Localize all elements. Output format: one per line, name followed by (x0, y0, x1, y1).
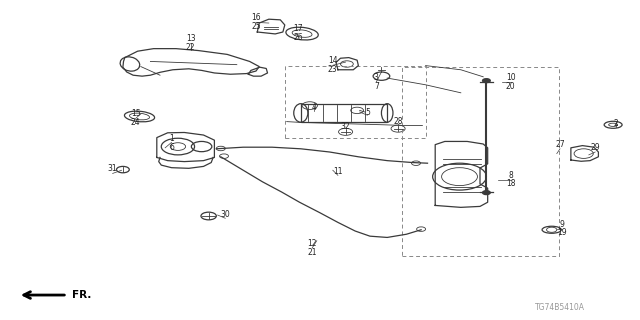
Text: 30: 30 (220, 210, 230, 219)
Text: 5: 5 (365, 108, 370, 117)
Text: TG74B5410A: TG74B5410A (535, 303, 585, 312)
Text: 22: 22 (186, 43, 195, 52)
Text: 24: 24 (131, 118, 141, 127)
Text: 32: 32 (340, 122, 351, 131)
Text: 3: 3 (374, 73, 379, 82)
Text: 27: 27 (555, 140, 565, 149)
Bar (301, 104, 387, 122)
Text: 14: 14 (328, 56, 338, 65)
Text: 15: 15 (131, 109, 141, 118)
Text: 11: 11 (333, 167, 342, 176)
Text: 31: 31 (108, 164, 118, 173)
Text: 25: 25 (251, 22, 261, 31)
Text: 19: 19 (557, 228, 567, 237)
Text: 20: 20 (506, 82, 516, 91)
Text: 10: 10 (506, 73, 516, 82)
Text: 1: 1 (169, 134, 174, 143)
Text: 13: 13 (186, 34, 196, 43)
Text: 8: 8 (508, 171, 513, 180)
Bar (402, 67, 559, 256)
Text: 9: 9 (559, 220, 564, 229)
Bar (285, 66, 426, 138)
Text: 21: 21 (308, 248, 317, 257)
Text: 29: 29 (590, 143, 600, 152)
Text: FR.: FR. (72, 290, 91, 300)
Text: 2: 2 (613, 119, 618, 128)
Text: 7: 7 (374, 82, 379, 91)
Text: 18: 18 (506, 180, 515, 188)
Text: 6: 6 (169, 143, 174, 152)
Text: 4: 4 (311, 103, 316, 112)
Circle shape (483, 191, 490, 195)
Circle shape (483, 79, 490, 83)
Text: 17: 17 (293, 24, 303, 33)
Text: 28: 28 (394, 117, 403, 126)
Text: 26: 26 (293, 33, 303, 42)
Text: 16: 16 (251, 13, 261, 22)
Text: 23: 23 (328, 65, 338, 74)
Text: 12: 12 (308, 239, 317, 248)
